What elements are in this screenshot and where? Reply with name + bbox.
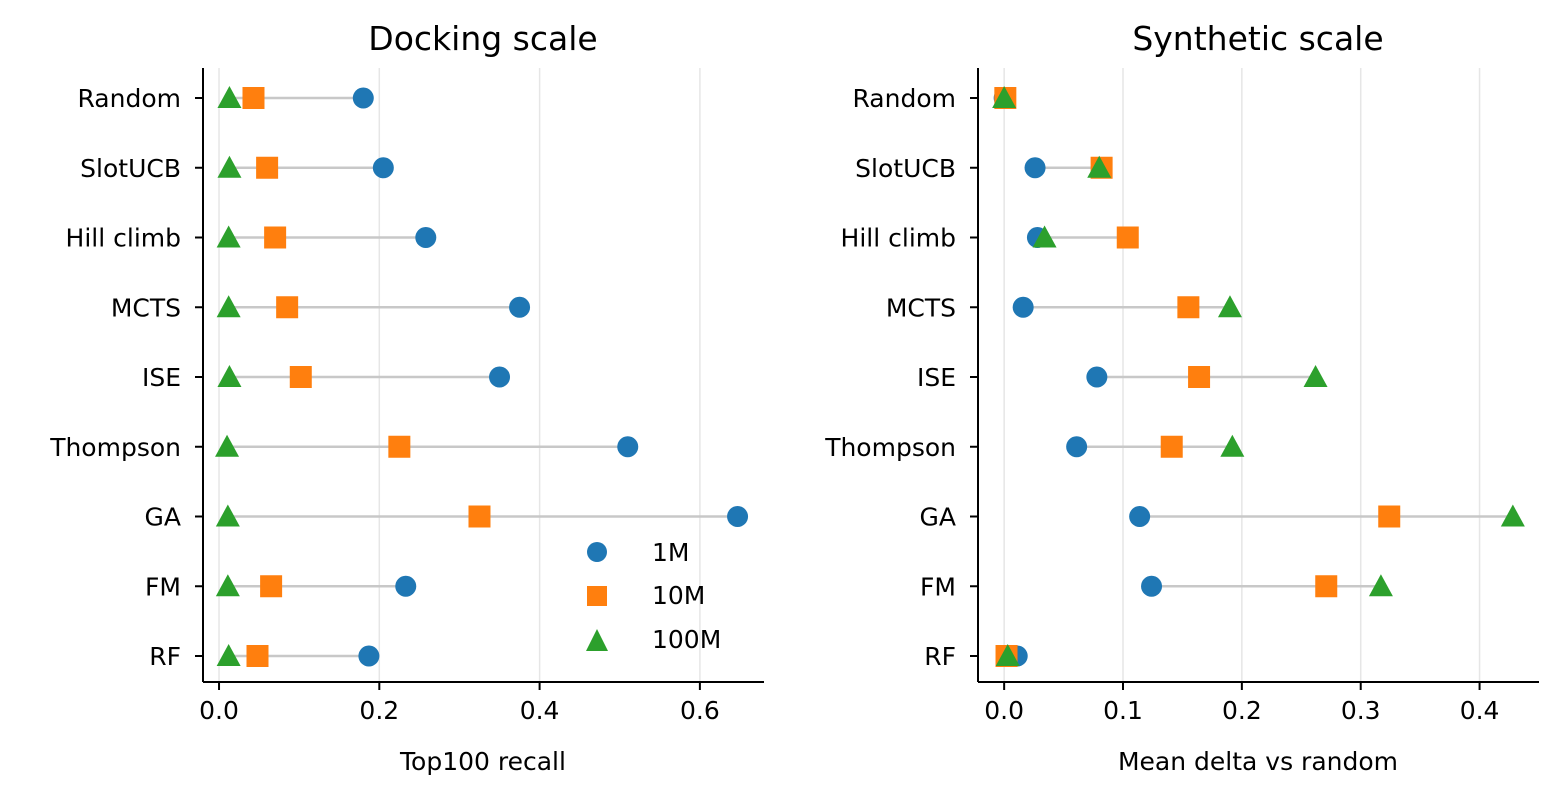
data-point-100M: [1303, 365, 1328, 387]
x-tick-label: 0.4: [520, 696, 560, 725]
data-point-1M: [727, 506, 749, 527]
data-point-100M: [217, 365, 242, 387]
data-point-100M: [995, 644, 1020, 666]
data-point-100M: [1368, 574, 1393, 597]
data-point-10M: [388, 435, 411, 458]
legend-label: 1M: [652, 538, 689, 567]
data-point-100M: [215, 434, 240, 457]
data-point-100M: [216, 225, 241, 248]
data-point-10M: [1315, 575, 1338, 598]
data-point-10M: [289, 366, 312, 388]
legend-entry-10M: 10M: [587, 581, 705, 610]
legend-entry-100M: 100M: [586, 625, 721, 654]
data-point-100M: [992, 86, 1017, 108]
data-point-1M: [509, 296, 531, 318]
data-point-100M: [1220, 434, 1245, 457]
data-point-100M: [217, 155, 242, 178]
panel-title: Synthetic scale: [1132, 19, 1383, 58]
y-tick-label: SlotUCB: [855, 154, 956, 183]
x-axis-label: Mean delta vs random: [1118, 747, 1398, 776]
data-point-10M: [1160, 435, 1183, 458]
y-tick-label: GA: [920, 503, 956, 532]
data-point-10M: [246, 645, 269, 667]
data-point-100M: [1087, 155, 1112, 178]
data-point-100M: [1500, 504, 1525, 527]
data-point-100M: [1217, 295, 1242, 318]
data-point-1M: [352, 87, 374, 109]
data-point-1M: [1141, 575, 1163, 597]
legend-marker-100M: [586, 629, 608, 651]
legend-marker-1M: [587, 542, 607, 562]
data-point-1M: [395, 575, 417, 597]
data-point-1M: [1012, 296, 1034, 318]
data-point-1M: [1066, 436, 1088, 458]
legend: 1M 10M 100M: [586, 538, 721, 654]
x-tick-label: 0.0: [984, 696, 1024, 725]
data-point-10M: [276, 296, 299, 319]
docking-scale-panel: Docking scale Top100 recall 0.0 0.2 0.4 0.6…: [49, 19, 764, 776]
data-point-100M: [216, 644, 241, 666]
y-tick-label: RF: [924, 642, 956, 671]
data-point-1M: [358, 645, 380, 667]
data-point-10M: [1177, 296, 1200, 319]
y-tick-label: RF: [149, 642, 181, 671]
y-tick-label: Hill climb: [66, 224, 181, 253]
y-tick-label: Thompson: [824, 433, 956, 462]
legend-marker-10M: [587, 586, 607, 606]
y-tick-label: ISE: [142, 363, 181, 392]
data-point-1M: [1086, 366, 1108, 388]
x-tick-label: 0.3: [1341, 696, 1381, 725]
y-tick-label: Random: [77, 84, 181, 113]
y-tick-label: Random: [852, 84, 956, 113]
data-point-1M: [1024, 157, 1046, 179]
data-point-10M: [256, 156, 279, 179]
y-tick-label: GA: [145, 503, 181, 532]
data-point-10M: [260, 575, 283, 598]
x-tick-label: 0.6: [680, 696, 720, 725]
data-point-1M: [489, 366, 511, 388]
x-tick-label: 0.0: [199, 696, 239, 725]
y-tick-label: MCTS: [886, 293, 956, 322]
legend-label: 100M: [652, 625, 721, 654]
data-point-10M: [1378, 505, 1401, 528]
x-tick-label: 0.2: [359, 696, 399, 725]
data-point-1M: [1129, 506, 1151, 527]
x-axis-label: Top100 recall: [399, 747, 566, 776]
data-point-100M: [1032, 225, 1057, 248]
y-tick-label: MCTS: [111, 293, 181, 322]
data-point-10M: [1188, 366, 1211, 388]
data-point-1M: [372, 157, 394, 179]
y-tick-label: Hill climb: [841, 224, 956, 253]
x-tick-label: 0.1: [1103, 696, 1143, 725]
y-tick-label: FM: [920, 572, 956, 601]
y-tick-label: Thompson: [49, 433, 181, 462]
data-point-100M: [217, 86, 242, 108]
x-tick-label: 0.4: [1460, 696, 1500, 725]
data-point-10M: [242, 87, 265, 109]
data-point-10M: [264, 226, 287, 249]
data-point-10M: [1116, 226, 1139, 249]
synthetic-scale-panel: Synthetic scale Mean delta vs random 0.0…: [824, 19, 1539, 776]
data-point-100M: [215, 574, 240, 597]
x-tick-label: 0.2: [1222, 696, 1262, 725]
data-point-1M: [415, 227, 437, 248]
panel-title: Docking scale: [368, 19, 597, 58]
data-point-1M: [617, 436, 639, 458]
legend-label: 10M: [652, 581, 705, 610]
data-point-100M: [216, 295, 241, 318]
data-point-10M: [468, 505, 491, 528]
y-tick-label: SlotUCB: [80, 154, 181, 183]
y-tick-label: FM: [145, 572, 181, 601]
data-point-100M: [215, 504, 240, 527]
y-tick-label: ISE: [917, 363, 956, 392]
legend-entry-1M: 1M: [587, 538, 689, 567]
